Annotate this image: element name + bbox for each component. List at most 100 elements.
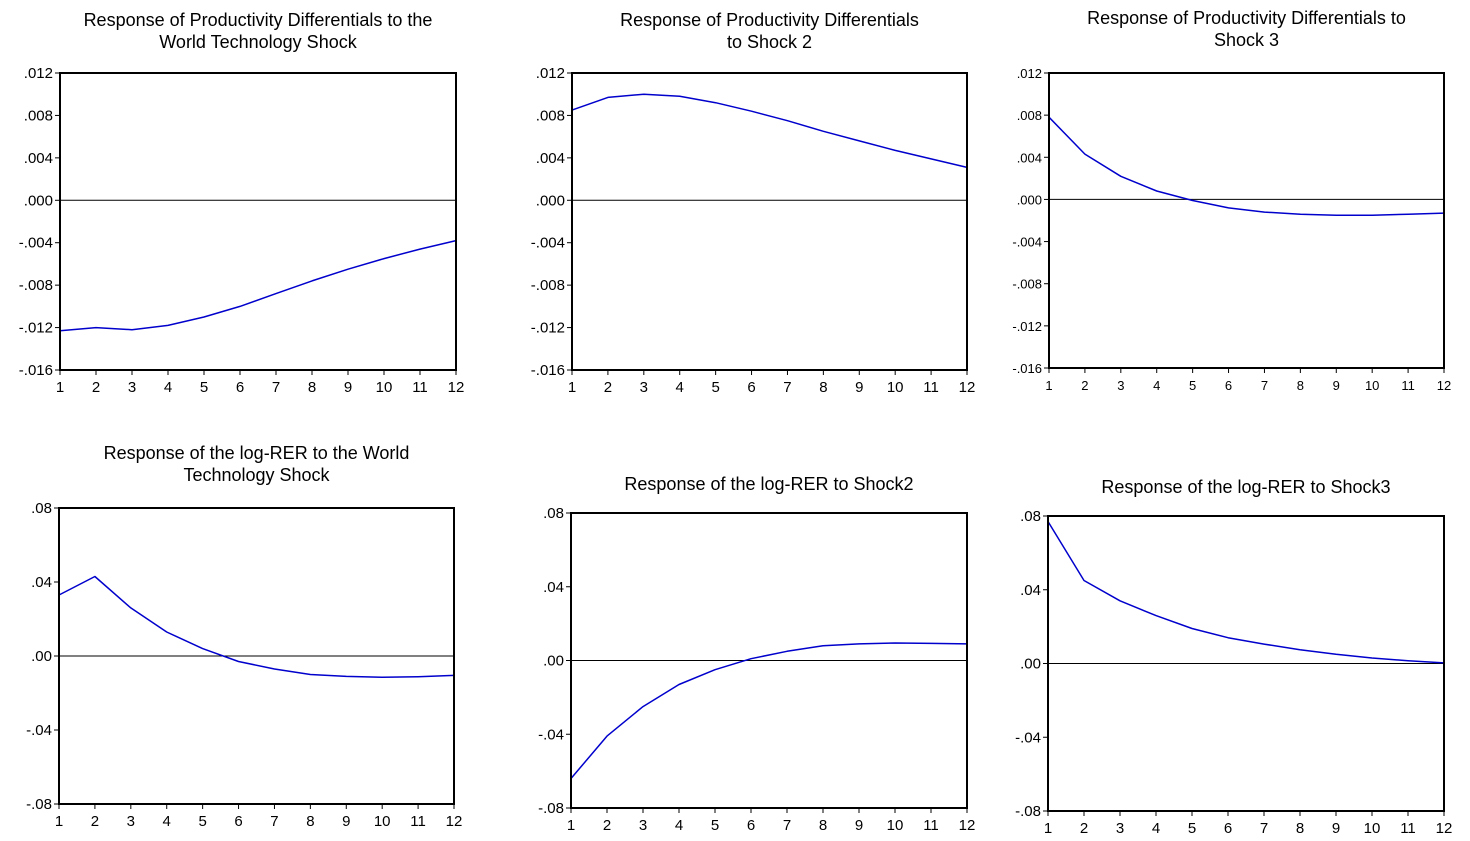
y-tick-label: -.016 bbox=[1012, 361, 1042, 376]
y-tick-label: .000 bbox=[24, 192, 53, 209]
x-tick-label: 5 bbox=[1188, 820, 1196, 837]
x-tick-label: 12 bbox=[446, 813, 463, 830]
x-tick-label: 1 bbox=[1045, 378, 1052, 393]
chart-title: Technology Shock bbox=[183, 465, 330, 485]
y-tick-label: -.012 bbox=[19, 320, 53, 337]
x-tick-label: 10 bbox=[1364, 820, 1381, 837]
x-tick-label: 12 bbox=[1436, 820, 1453, 837]
x-tick-label: 2 bbox=[603, 817, 611, 834]
y-tick-label: .04 bbox=[31, 574, 52, 591]
x-tick-label: 11 bbox=[410, 813, 426, 830]
y-tick-label: .004 bbox=[536, 150, 565, 167]
y-tick-label: .08 bbox=[31, 500, 52, 517]
x-tick-label: 7 bbox=[270, 813, 278, 830]
y-tick-label: -.016 bbox=[19, 362, 53, 379]
chart-title: to Shock 2 bbox=[727, 32, 812, 52]
x-tick-label: 11 bbox=[923, 379, 939, 396]
y-tick-label: -.012 bbox=[531, 320, 565, 337]
x-tick-label: 11 bbox=[923, 817, 939, 834]
chart-1: Response of Productivity Differentials t… bbox=[19, 10, 465, 396]
x-tick-label: 11 bbox=[412, 379, 428, 396]
x-tick-label: 6 bbox=[747, 379, 755, 396]
x-tick-label: 6 bbox=[234, 813, 242, 830]
x-tick-label: 1 bbox=[568, 379, 576, 396]
y-tick-label: .000 bbox=[1017, 192, 1042, 207]
x-tick-label: 4 bbox=[1153, 378, 1160, 393]
x-tick-label: 9 bbox=[855, 379, 863, 396]
plot-frame bbox=[571, 72, 968, 371]
y-tick-label: -.016 bbox=[531, 362, 565, 379]
y-tick-label: .000 bbox=[536, 192, 565, 209]
y-tick-label: .00 bbox=[543, 653, 564, 670]
y-tick-label: -.08 bbox=[538, 800, 564, 817]
x-tick-label: 9 bbox=[1332, 820, 1340, 837]
y-tick-label: .08 bbox=[1020, 508, 1041, 525]
x-tick-label: 8 bbox=[1296, 820, 1304, 837]
chart-title: World Technology Shock bbox=[159, 32, 357, 52]
x-tick-label: 4 bbox=[675, 817, 683, 834]
x-tick-label: 9 bbox=[1333, 378, 1340, 393]
x-tick-label: 8 bbox=[306, 813, 314, 830]
x-tick-label: 12 bbox=[959, 379, 976, 396]
x-tick-label: 9 bbox=[855, 817, 863, 834]
x-tick-label: 9 bbox=[342, 813, 350, 830]
chart-title: Shock 3 bbox=[1214, 30, 1279, 50]
y-tick-label: -.012 bbox=[1012, 319, 1042, 334]
series-line bbox=[1047, 521, 1445, 664]
y-tick-label: -.04 bbox=[26, 722, 52, 739]
plot-frame bbox=[1048, 72, 1445, 369]
x-tick-label: 7 bbox=[1260, 820, 1268, 837]
y-tick-label: -.08 bbox=[1015, 803, 1041, 820]
plot-frame bbox=[1047, 515, 1445, 812]
x-tick-label: 10 bbox=[887, 817, 904, 834]
x-tick-label: 12 bbox=[959, 817, 976, 834]
x-tick-label: 5 bbox=[711, 817, 719, 834]
y-tick-label: .012 bbox=[24, 65, 53, 82]
x-tick-label: 3 bbox=[640, 379, 648, 396]
y-tick-label: .012 bbox=[536, 65, 565, 82]
y-tick-label: .004 bbox=[1017, 150, 1042, 165]
y-tick-label: .04 bbox=[1020, 582, 1041, 599]
x-tick-label: 3 bbox=[1117, 378, 1124, 393]
x-tick-label: 10 bbox=[1365, 378, 1379, 393]
y-tick-label: -.004 bbox=[1012, 235, 1042, 250]
x-tick-label: 10 bbox=[887, 379, 904, 396]
x-tick-label: 1 bbox=[56, 379, 64, 396]
series-line bbox=[58, 575, 455, 679]
chart-title: Response of Productivity Differentials bbox=[620, 10, 919, 30]
x-tick-label: 5 bbox=[200, 379, 208, 396]
x-tick-label: 8 bbox=[1297, 378, 1304, 393]
x-tick-label: 6 bbox=[747, 817, 755, 834]
y-tick-label: .04 bbox=[543, 579, 564, 596]
chart-6: Response of the log-RER to Shock3 .08 .04.… bbox=[1015, 477, 1452, 837]
chart-4: Response of the log-RER to the WorldTech… bbox=[26, 443, 462, 830]
y-tick-label: -.008 bbox=[19, 277, 53, 294]
x-tick-label: 2 bbox=[92, 379, 100, 396]
y-tick-label: .012 bbox=[1017, 66, 1042, 81]
y-tick-label: -.008 bbox=[1012, 277, 1042, 292]
x-tick-label: 1 bbox=[567, 817, 575, 834]
x-tick-label: 1 bbox=[55, 813, 63, 830]
chart-3: Response of Productivity Differentials t… bbox=[1012, 8, 1451, 393]
x-tick-label: 6 bbox=[236, 379, 244, 396]
x-tick-label: 3 bbox=[128, 379, 136, 396]
x-tick-label: 5 bbox=[198, 813, 206, 830]
series-line bbox=[59, 239, 457, 332]
x-tick-label: 2 bbox=[604, 379, 612, 396]
chart-5: Response of the log-RER to Shock2 .08 .04.… bbox=[538, 474, 975, 834]
chart-title: Response of the log-RER to Shock3 bbox=[1101, 477, 1390, 497]
x-tick-label: 7 bbox=[1261, 378, 1268, 393]
chart-title: Response of Productivity Differentials t… bbox=[1087, 8, 1406, 28]
x-tick-label: 4 bbox=[164, 379, 172, 396]
x-tick-label: 12 bbox=[448, 379, 465, 396]
x-tick-label: 3 bbox=[1116, 820, 1124, 837]
plot-frame bbox=[58, 507, 455, 805]
x-tick-label: 12 bbox=[1437, 378, 1451, 393]
x-tick-label: 9 bbox=[344, 379, 352, 396]
x-tick-label: 2 bbox=[91, 813, 99, 830]
chart-title: Response of the log-RER to Shock2 bbox=[624, 474, 913, 494]
y-tick-label: -.04 bbox=[538, 726, 564, 743]
y-tick-label: -.04 bbox=[1015, 729, 1041, 746]
x-tick-label: 6 bbox=[1224, 820, 1232, 837]
x-tick-label: 3 bbox=[639, 817, 647, 834]
